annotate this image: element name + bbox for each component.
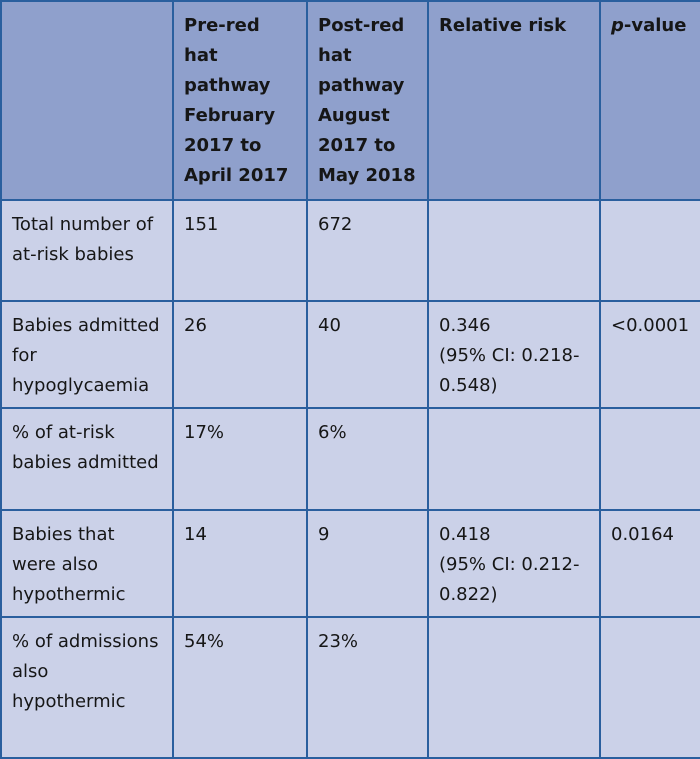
p-value: [599, 616, 700, 759]
pre-value: 26: [172, 300, 308, 409]
header-p-italic: p: [611, 15, 624, 36]
post-value: 40: [306, 300, 429, 409]
p-value: [599, 407, 700, 511]
table-row: Babies that were also hypothermic 14 9 0…: [0, 509, 700, 618]
relative-risk-cell: [427, 616, 601, 759]
table-row: Babies admitted for hypoglycaemia 26 40 …: [0, 300, 700, 409]
row-label: % of admissions also hypothermic: [0, 616, 174, 759]
header-pre-title: Pre-red hat pathway: [184, 15, 271, 96]
table-row: % of admissions also hypothermic 54% 23%: [0, 616, 700, 759]
post-value: 672: [306, 199, 429, 302]
header-pre-period: February 2017 to April 2017: [184, 105, 289, 186]
pre-value: 14: [172, 509, 308, 618]
header-post-period: August 2017 to May 2018: [318, 105, 416, 186]
row-label: Babies admitted for hypoglycaemia: [0, 300, 174, 409]
relative-risk-value: 0.346: [439, 315, 491, 336]
header-empty-cell: [0, 0, 174, 201]
header-p-rest: -value: [623, 15, 687, 36]
header-p-value: p-value: [599, 0, 700, 201]
relative-risk-value: 0.418: [439, 524, 491, 545]
pre-value: 151: [172, 199, 308, 302]
table-row: % of at-risk babies admitted 17% 6%: [0, 407, 700, 511]
row-label: % of at-risk babies admitted: [0, 407, 174, 511]
post-value: 6%: [306, 407, 429, 511]
relative-risk-cell: [427, 199, 601, 302]
p-value: [599, 199, 700, 302]
p-value: 0.0164: [599, 509, 700, 618]
pre-value: 17%: [172, 407, 308, 511]
header-row: Pre-red hat pathway February 2017 to Apr…: [0, 0, 700, 201]
pre-value: 54%: [172, 616, 308, 759]
relative-risk-ci: (95% CI: 0.212-0.822): [439, 554, 580, 605]
relative-risk-cell: [427, 407, 601, 511]
relative-risk-ci: (95% CI: 0.218-0.548): [439, 345, 580, 396]
p-value: <0.0001: [599, 300, 700, 409]
row-label: Babies that were also hypothermic: [0, 509, 174, 618]
relative-risk-cell: 0.346 (95% CI: 0.218-0.548): [427, 300, 601, 409]
header-post-red-hat: Post-red hat pathway August 2017 to May …: [306, 0, 429, 201]
table-row: Total number of at-risk babies 151 672: [0, 199, 700, 302]
post-value: 23%: [306, 616, 429, 759]
header-relative-risk: Relative risk: [427, 0, 601, 201]
header-pre-red-hat: Pre-red hat pathway February 2017 to Apr…: [172, 0, 308, 201]
post-value: 9: [306, 509, 429, 618]
row-label: Total number of at-risk babies: [0, 199, 174, 302]
relative-risk-cell: 0.418 (95% CI: 0.212-0.822): [427, 509, 601, 618]
header-post-title: Post-red hat pathway: [318, 15, 405, 96]
